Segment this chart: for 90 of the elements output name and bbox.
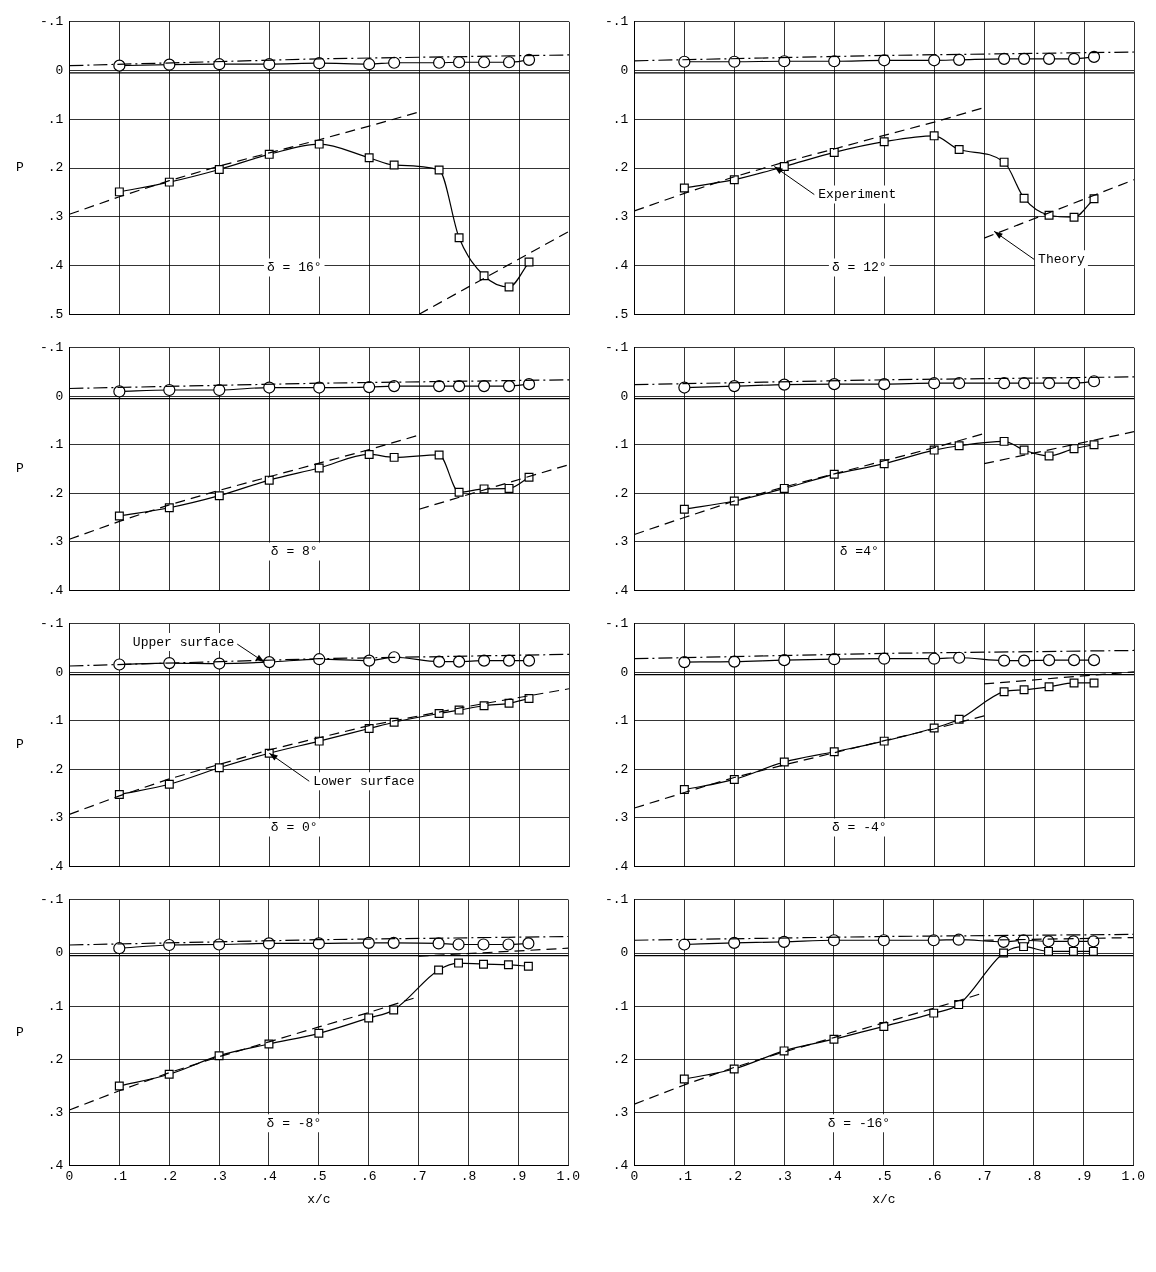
x-tick-label: 0 [65, 1169, 74, 1185]
annotation: Upper surface [132, 634, 235, 650]
y-tick-label: .1 [612, 437, 629, 453]
y-tick-label: .2 [612, 1051, 629, 1067]
y-tick-label: 0 [620, 388, 629, 404]
x-tick-label: .9 [510, 1169, 527, 1185]
x-axis-title: x/c [872, 1191, 896, 1207]
y-tick-label: -.1 [605, 14, 629, 30]
y-tick-label: .4 [612, 1158, 629, 1174]
y-axis-title: P [16, 160, 25, 176]
annotation: δ = 0° [270, 819, 318, 835]
y-tick-label: .2 [612, 160, 629, 176]
y-tick-label: .1 [612, 111, 629, 127]
x-tick-label: .3 [211, 1169, 227, 1185]
y-axis-title: P [16, 737, 25, 753]
y-tick-label: .3 [612, 1105, 629, 1121]
y-tick-label: .1 [612, 998, 629, 1014]
y-tick-label: .3 [47, 810, 64, 826]
annotation: δ = -4° [831, 819, 887, 835]
y-tick-label: 0 [620, 664, 629, 680]
y-tick-label: .1 [612, 713, 629, 729]
y-tick-label: 0 [55, 945, 64, 961]
x-tick-label: .6 [925, 1169, 942, 1185]
y-tick-label: 0 [620, 945, 629, 961]
annotation: δ = -16° [827, 1115, 891, 1131]
annotation: δ = 8° [270, 543, 318, 559]
y-tick-label: -.1 [605, 892, 629, 908]
x-tick-label: .7 [410, 1169, 427, 1185]
annotation: δ = 16° [266, 259, 322, 275]
y-tick-label: .1 [47, 713, 64, 729]
y-tick-label: 0 [55, 62, 64, 78]
y-tick-label: 0 [620, 62, 629, 78]
x-tick-label: .5 [311, 1169, 327, 1185]
x-tick-label: .3 [776, 1169, 792, 1185]
y-tick-label: -.1 [40, 14, 64, 30]
y-axis-title: P [16, 461, 25, 477]
y-tick-label: .2 [612, 761, 629, 777]
annotation: δ = -8° [266, 1115, 322, 1131]
y-tick-label: .3 [612, 810, 629, 826]
y-tick-label: .4 [612, 582, 629, 598]
x-tick-label: .8 [1025, 1169, 1042, 1185]
y-tick-label: .4 [47, 858, 64, 874]
annotation: Experiment [818, 186, 897, 202]
y-tick-label: .1 [47, 998, 64, 1014]
x-tick-label: 1.0 [1121, 1169, 1145, 1185]
y-tick-label: .3 [47, 1105, 64, 1121]
x-tick-label: .2 [726, 1169, 742, 1185]
x-tick-label: 1.0 [556, 1169, 580, 1185]
x-tick-label: .2 [161, 1169, 177, 1185]
y-tick-label: .2 [47, 761, 64, 777]
y-tick-label: .2 [47, 1051, 64, 1067]
y-tick-label: .4 [47, 1158, 64, 1174]
y-tick-label: .3 [612, 534, 629, 550]
x-tick-label: .6 [360, 1169, 377, 1185]
x-tick-label: .9 [1075, 1169, 1092, 1185]
annotation: δ = 12° [831, 259, 887, 275]
y-tick-label: 0 [55, 388, 64, 404]
y-tick-label: .4 [47, 582, 64, 598]
x-axis-title: x/c [307, 1191, 331, 1207]
y-tick-label: .4 [612, 257, 629, 273]
y-tick-label: .1 [47, 111, 64, 127]
x-tick-label: .1 [111, 1169, 128, 1185]
y-tick-label: .5 [47, 306, 64, 322]
y-tick-label: .1 [47, 437, 64, 453]
x-tick-label: .4 [261, 1169, 277, 1185]
y-tick-label: .4 [47, 257, 64, 273]
y-tick-label: -.1 [40, 340, 64, 356]
y-tick-label: .3 [47, 209, 64, 225]
y-tick-label: .2 [47, 485, 64, 501]
x-tick-label: .5 [876, 1169, 892, 1185]
annotation: Theory [1038, 251, 1086, 267]
y-tick-label: -.1 [40, 892, 64, 908]
y-tick-label: -.1 [40, 616, 64, 632]
annotation: δ =4° [839, 543, 879, 559]
y-tick-label: .2 [612, 485, 629, 501]
y-tick-label: .2 [47, 160, 64, 176]
x-tick-label: .7 [975, 1169, 992, 1185]
annotation: Lower surface [313, 773, 415, 789]
y-tick-label: -.1 [605, 616, 629, 632]
y-tick-label: .4 [612, 858, 629, 874]
x-tick-label: .4 [826, 1169, 842, 1185]
y-tick-label: .5 [612, 306, 629, 322]
x-tick-label: 0 [630, 1169, 639, 1185]
y-tick-label: -.1 [605, 340, 629, 356]
y-tick-label: .3 [612, 209, 629, 225]
x-tick-label: .1 [676, 1169, 693, 1185]
y-axis-title: P [16, 1025, 25, 1041]
x-tick-label: .8 [460, 1169, 477, 1185]
y-tick-label: 0 [55, 664, 64, 680]
y-tick-label: .3 [47, 534, 64, 550]
